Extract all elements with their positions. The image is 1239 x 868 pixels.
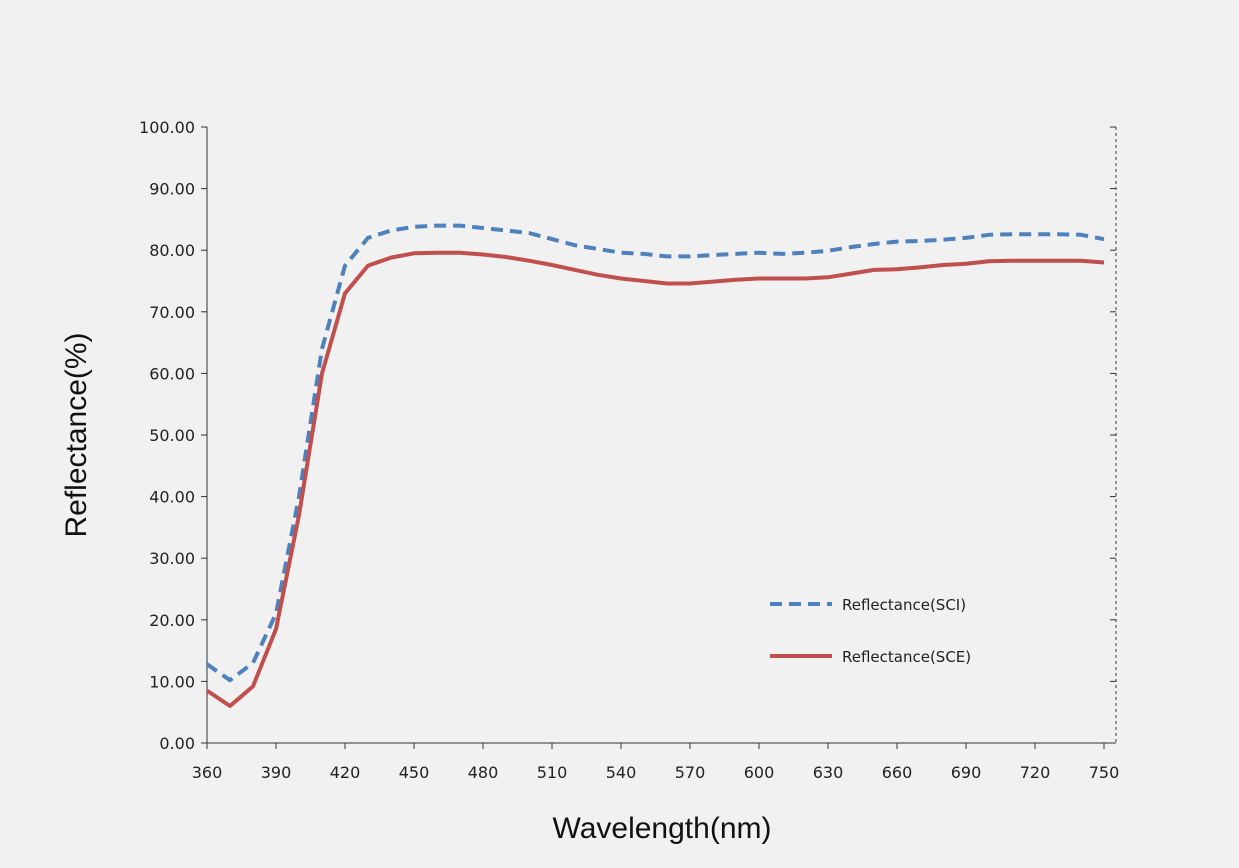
series-line-sce (205, 250, 1105, 708)
y-tick-group: 0.00 10.00 20.00 30.00 40.00 50.00 60.00 70.00 8… (139, 118, 1116, 753)
x-tick-label: 480 (468, 763, 499, 782)
x-tick-label: 540 (606, 763, 637, 782)
x-tick-label: 750 (1089, 763, 1120, 782)
x-tick-label: 600 (744, 763, 775, 782)
series-line-sci (205, 223, 1105, 683)
x-tick-label: 420 (330, 763, 361, 782)
y-tick-label: 100.00 (139, 118, 195, 137)
y-tick-label: 40.00 (149, 488, 195, 507)
x-tick-label: 390 (261, 763, 292, 782)
x-axis-title: Wavelength(nm) (553, 812, 772, 845)
x-tick-group: 360 390 420 450 480 510 540 570 600 630 660 690 720 7… (192, 743, 1120, 782)
x-tick-label: 630 (813, 763, 844, 782)
x-tick-label: 720 (1020, 763, 1051, 782)
y-tick-label: 70.00 (149, 303, 195, 322)
x-tick-label: 360 (192, 763, 223, 782)
legend-label-sce: Reflectance(SCE) (842, 648, 971, 666)
y-axis-title: Reflectance(%) (60, 332, 93, 537)
x-tick-label: 690 (951, 763, 982, 782)
y-tick-label: 0.00 (159, 734, 195, 753)
x-tick-label: 510 (537, 763, 568, 782)
y-tick-label: 50.00 (149, 426, 195, 445)
y-tick-label: 30.00 (149, 549, 195, 568)
y-tick-label: 80.00 (149, 241, 195, 260)
x-tick-label: 660 (882, 763, 913, 782)
y-tick-label: 60.00 (149, 364, 195, 383)
y-tick-label: 10.00 (149, 672, 195, 691)
legend-label-sci: Reflectance(SCI) (842, 596, 966, 614)
legend: Reflectance(SCI) Reflectance(SCE) (770, 596, 971, 666)
series-layer (205, 223, 1105, 708)
y-tick-label: 90.00 (149, 180, 195, 199)
y-tick-label: 20.00 (149, 611, 195, 630)
x-tick-label: 570 (675, 763, 706, 782)
x-tick-label: 450 (399, 763, 430, 782)
